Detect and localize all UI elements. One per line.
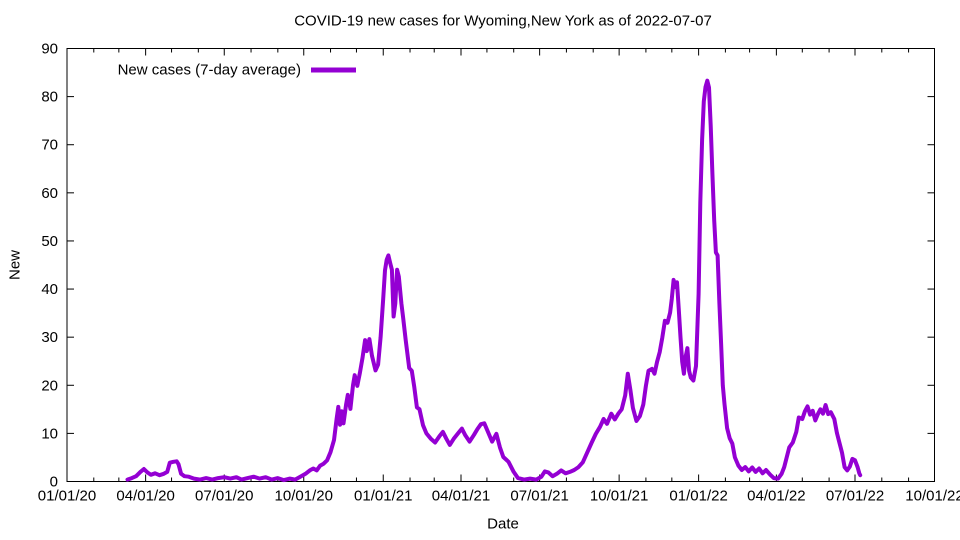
x-tick-label: 07/01/21 (510, 488, 568, 505)
plot-frame (66, 48, 935, 482)
x-tick-label: 10/01/20 (275, 488, 333, 505)
y-tick-label: 10 (41, 425, 58, 442)
x-tick-label: 01/01/20 (38, 488, 96, 505)
y-tick-label: 20 (41, 377, 58, 394)
x-tick-label: 04/01/21 (432, 488, 490, 505)
x-axis-label: Date (487, 515, 519, 533)
x-tick-label: 01/01/21 (354, 488, 412, 505)
x-tick-label: 04/01/22 (747, 488, 805, 505)
x-tick-label: 10/01/22 (905, 488, 960, 505)
chart-title: COVID-19 new cases for Wyoming,New York … (294, 12, 712, 30)
y-tick-label: 70 (41, 137, 58, 154)
x-tick-label: 07/01/20 (195, 488, 253, 505)
y-tick-label: 30 (41, 329, 58, 346)
x-tick-label: 10/01/21 (590, 488, 648, 505)
y-tick-label: 80 (41, 89, 58, 106)
y-tick-label: 40 (41, 281, 58, 298)
legend: New cases (7-day average) (0, 62, 356, 79)
y-tick-label: 90 (41, 41, 58, 58)
x-tick-label: 04/01/20 (116, 488, 174, 505)
legend-line-sample-icon (311, 67, 356, 73)
y-tick-label: 60 (41, 185, 58, 202)
y-axis-label: New (6, 249, 24, 281)
legend-label: New cases (7-day average) (117, 61, 301, 79)
y-tick-label: 0 (50, 474, 58, 491)
x-tick-label: 01/01/22 (669, 488, 727, 505)
y-tick-label: 50 (41, 233, 58, 250)
data-line-new-cases (125, 78, 863, 483)
x-tick-label: 07/01/22 (826, 488, 884, 505)
